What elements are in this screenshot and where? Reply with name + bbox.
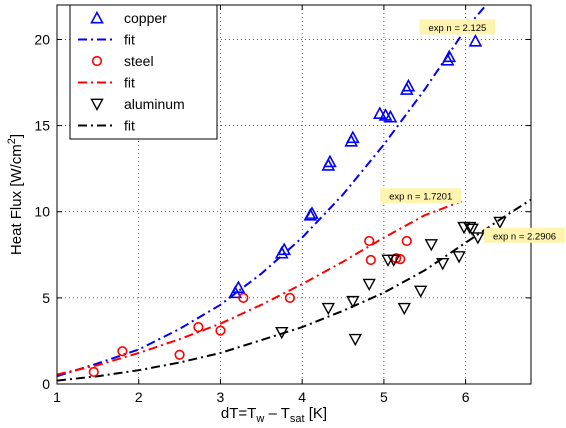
- y-tick-label: 15: [34, 118, 50, 134]
- data-point-aluminum: [452, 251, 466, 264]
- data-point-steel: [238, 292, 249, 303]
- fit-annotation-box: [484, 227, 565, 243]
- data-point-copper: [305, 206, 319, 219]
- data-point-steel: [365, 254, 376, 266]
- fit-curve-steel: [57, 200, 462, 376]
- data-point-copper: [323, 154, 337, 168]
- data-point-aluminum: [471, 232, 485, 245]
- y-tick-label: 20: [34, 31, 50, 47]
- legend-marker-steel: [91, 55, 103, 67]
- data-point-copper: [383, 109, 398, 123]
- data-point-steel: [284, 292, 296, 303]
- data-point-aluminum: [436, 258, 450, 271]
- legend-marker-aluminum: [90, 98, 104, 111]
- data-point-aluminum: [463, 221, 477, 235]
- x-tick-label: 2: [135, 389, 143, 405]
- data-point-copper: [231, 280, 246, 294]
- data-point-aluminum: [493, 216, 507, 230]
- y-tick-label: 10: [34, 204, 50, 220]
- legend-label: copper: [124, 10, 167, 26]
- fit-annotations: exp n = 2.125 exp n = 1.7201 exp n = 2.290…: [380, 19, 565, 243]
- x-tick-label: 1: [53, 389, 61, 405]
- axis-ticks: 1 2 3 4 5 6 0 5 10 15 20: [34, 5, 531, 405]
- fit-annotation-text: exp n = 2.2906: [493, 231, 556, 242]
- plot-frame: [56, 4, 532, 385]
- legend-label: steel: [124, 53, 154, 69]
- data-point-copper: [372, 106, 387, 120]
- data-point-steel: [193, 322, 204, 333]
- data-point-copper: [401, 78, 416, 92]
- fit-annotation-text: exp n = 2.125: [428, 23, 486, 34]
- data-point-aluminum: [348, 333, 362, 347]
- data-markers: [88, 33, 507, 378]
- legend: copper fit steel fit aluminum fit: [69, 4, 218, 140]
- legend-box: [69, 4, 218, 140]
- x-tick-label: 4: [298, 389, 306, 405]
- fit-curve-copper: [57, 5, 487, 378]
- fit-annotation-box: [419, 19, 496, 35]
- fit-curves: [57, 5, 531, 382]
- fit-curve-aluminum: [57, 198, 531, 382]
- data-point-copper: [468, 33, 483, 47]
- legend-label: fit: [124, 118, 135, 134]
- data-point-aluminum: [424, 239, 438, 252]
- data-point-aluminum: [387, 254, 401, 267]
- fit-annotation-box: [380, 188, 462, 204]
- y-tick-label: 0: [42, 376, 50, 392]
- data-point-steel: [215, 325, 226, 336]
- data-point-aluminum: [465, 223, 479, 236]
- x-tick-label: 5: [380, 389, 388, 405]
- data-point-steel: [117, 346, 128, 357]
- x-tick-label: 3: [217, 389, 225, 405]
- data-point-aluminum: [397, 302, 412, 316]
- data-point-aluminum: [413, 285, 428, 298]
- x-tick-label: 6: [462, 389, 470, 405]
- data-point-aluminum: [362, 278, 376, 292]
- data-point-copper: [345, 130, 360, 144]
- legend-label: aluminum: [124, 96, 185, 112]
- data-point-aluminum: [346, 295, 360, 309]
- fit-annotation-text: exp n = 1.7201: [389, 192, 452, 203]
- legend-marker-copper: [90, 10, 104, 24]
- data-point-steel: [174, 349, 185, 360]
- y-axis-label: Heat Flux [W/cm2]: [6, 134, 25, 255]
- data-point-copper: [442, 49, 457, 63]
- data-point-steel: [88, 366, 99, 378]
- data-point-copper: [277, 242, 292, 256]
- y-tick-label: 5: [42, 290, 50, 306]
- data-point-steel: [401, 235, 412, 247]
- data-point-aluminum: [321, 302, 335, 316]
- legend-label: fit: [124, 32, 135, 48]
- data-point-aluminum: [275, 326, 289, 340]
- data-point-steel: [364, 235, 375, 247]
- legend-label: fit: [124, 75, 135, 91]
- x-axis-label: dT=Tw – Tsat [K]: [221, 405, 327, 425]
